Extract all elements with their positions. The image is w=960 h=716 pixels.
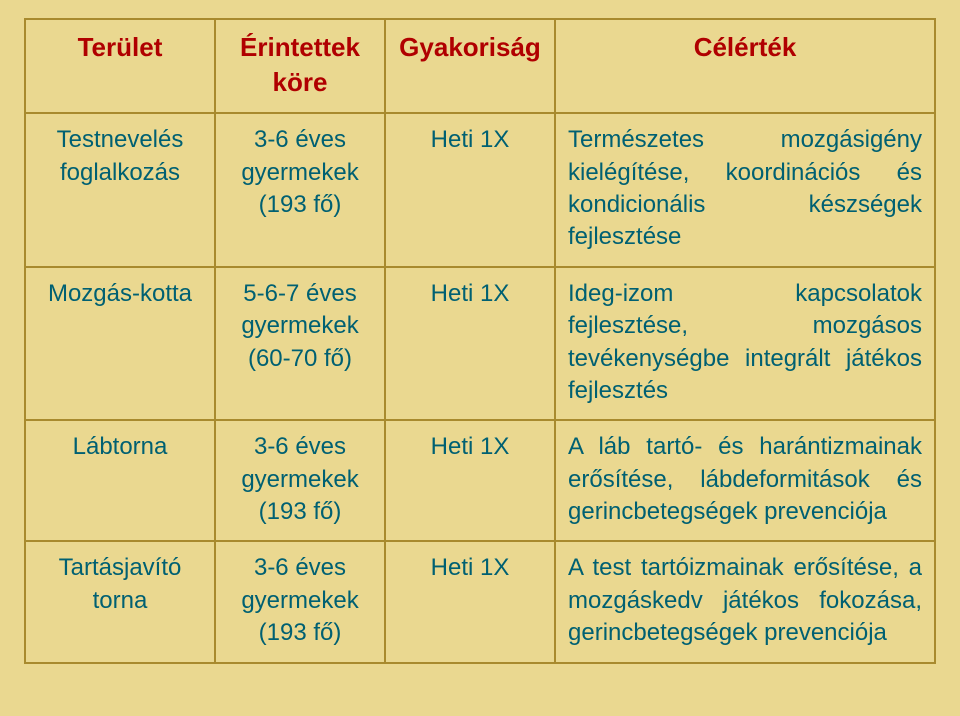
cell-frequency: Heti 1X bbox=[385, 420, 555, 541]
page-root: Terület Érintettek köre Gyakoriság Célér… bbox=[0, 0, 960, 688]
cell-goal: Természetes mozgásigény kielégítése, koo… bbox=[555, 113, 935, 267]
cell-affected: 3-6 éves gyermekek (193 fő) bbox=[215, 541, 385, 662]
col-header-area: Terület bbox=[25, 19, 215, 113]
table-row: Mozgás-kotta 5-6-7 éves gyermekek (60-70… bbox=[25, 267, 935, 421]
cell-affected: 5-6-7 éves gyermekek (60-70 fő) bbox=[215, 267, 385, 421]
cell-goal: A láb tartó- és harántizmainak erősítése… bbox=[555, 420, 935, 541]
table-row: Testnevelés foglalkozás 3-6 éves gyermek… bbox=[25, 113, 935, 267]
col-header-goal: Célérték bbox=[555, 19, 935, 113]
activities-table: Terület Érintettek köre Gyakoriság Célér… bbox=[24, 18, 936, 664]
cell-area: Tartásjavító torna bbox=[25, 541, 215, 662]
cell-affected: 3-6 éves gyermekek (193 fő) bbox=[215, 420, 385, 541]
cell-area: Testnevelés foglalkozás bbox=[25, 113, 215, 267]
cell-area: Lábtorna bbox=[25, 420, 215, 541]
cell-frequency: Heti 1X bbox=[385, 267, 555, 421]
cell-frequency: Heti 1X bbox=[385, 541, 555, 662]
table-row: Tartásjavító torna 3-6 éves gyermekek (1… bbox=[25, 541, 935, 662]
table-header-row: Terület Érintettek köre Gyakoriság Célér… bbox=[25, 19, 935, 113]
table-row: Lábtorna 3-6 éves gyermekek (193 fő) Het… bbox=[25, 420, 935, 541]
cell-area: Mozgás-kotta bbox=[25, 267, 215, 421]
col-header-frequency: Gyakoriság bbox=[385, 19, 555, 113]
cell-frequency: Heti 1X bbox=[385, 113, 555, 267]
cell-goal: Ideg-izom kapcsolatok fejlesztése, mozgá… bbox=[555, 267, 935, 421]
cell-goal: A test tartóizmainak erősítése, a mozgás… bbox=[555, 541, 935, 662]
col-header-affected: Érintettek köre bbox=[215, 19, 385, 113]
cell-affected: 3-6 éves gyermekek (193 fő) bbox=[215, 113, 385, 267]
